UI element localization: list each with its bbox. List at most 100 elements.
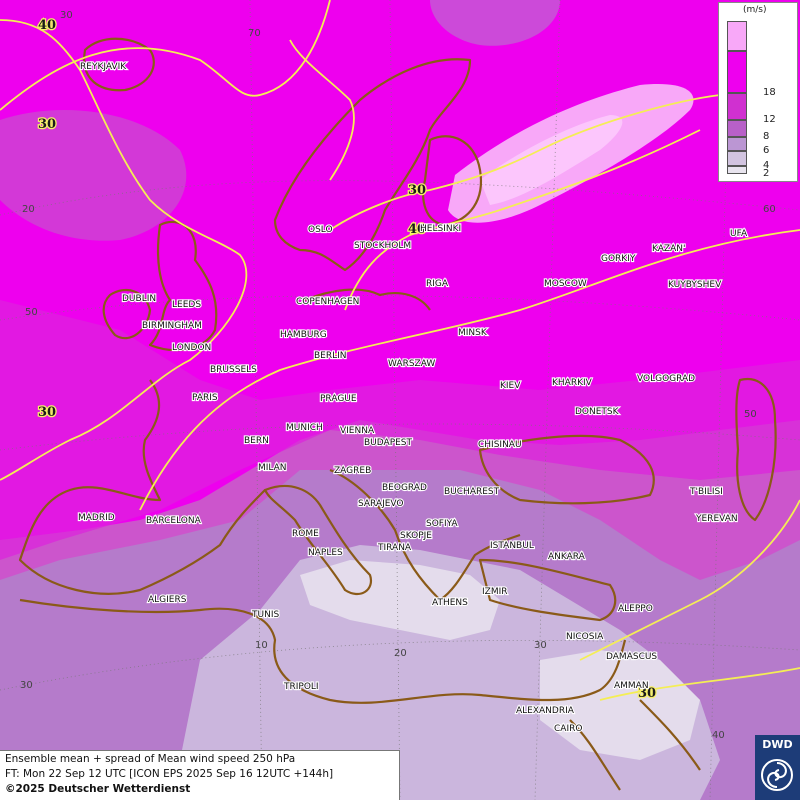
city-label: HAMBURG — [280, 330, 327, 340]
city-label: BARCELONA — [146, 516, 202, 526]
shading-lightest — [300, 560, 500, 640]
city-label: MADRID — [78, 513, 115, 523]
grid-label: 30 — [20, 680, 33, 691]
isotach-label: 40 — [38, 18, 56, 33]
city-label: BEOGRAD — [382, 483, 427, 493]
city-label: GORKIY — [601, 254, 636, 264]
city-label: BIRMINGHAM — [142, 321, 202, 331]
isotach-labels: 40 30 30 30 40 30 — [37, 17, 658, 703]
balkan-coast — [329, 468, 521, 602]
city-label: DUBLIN — [122, 294, 156, 304]
grid-label: 40 — [712, 730, 725, 741]
city-label: REYKJAVIK — [80, 62, 127, 72]
city-label: CHISINAU — [478, 440, 522, 450]
isotachs — [0, 0, 800, 701]
city-label: IZMIR — [482, 587, 508, 597]
legend-swatch — [727, 93, 747, 120]
legend-swatch — [727, 21, 747, 51]
city-label: MOSCOW — [544, 279, 587, 289]
city-label: RIGA — [426, 279, 449, 289]
legend-label: 6 — [763, 145, 770, 156]
info-box: Ensemble mean + spread of Mean wind spee… — [0, 750, 400, 800]
shading-mid-band — [0, 300, 800, 560]
city-label: YEREVAN — [695, 514, 738, 524]
logo-text: DWD — [762, 738, 793, 751]
city-label: KAZAN' — [652, 244, 685, 254]
city-label: VIENNA — [340, 426, 375, 436]
legend-label: 12 — [763, 114, 776, 125]
city-label: UFA — [730, 229, 748, 239]
city-label: OSLO — [308, 225, 333, 235]
legend-label: 18 — [763, 87, 776, 98]
grid-label: 20 — [394, 648, 407, 659]
britain-coast — [148, 220, 218, 352]
city-label: TUNIS — [251, 610, 279, 620]
legend-unit: (m/s) — [743, 5, 767, 15]
grid-label: 70 — [248, 28, 261, 39]
ireland-coast — [102, 288, 152, 340]
city-label: BERLIN — [314, 351, 347, 361]
product-title: Ensemble mean + spread of Mean wind spee… — [5, 753, 296, 765]
isotach-label: 30 — [38, 117, 56, 132]
city-labels: REYKJAVIK OSLO STOCKHOLM HELSINKI DUBLIN… — [77, 61, 749, 735]
city-label: ALEXANDRIA — [516, 706, 575, 716]
city-label: PARIS — [192, 393, 218, 403]
redsea-coast — [569, 719, 621, 791]
legend-swatch — [727, 151, 747, 166]
isotach-label: 40 — [408, 222, 426, 237]
legend-swatch — [727, 120, 747, 137]
legend-swatch — [727, 166, 747, 174]
city-label: BRUSSELS — [210, 365, 257, 375]
color-legend: (m/s) 18 12 8 6 4 2 — [718, 2, 798, 182]
coastlines — [18, 37, 777, 791]
africa-coast — [19, 598, 627, 704]
city-label: SKOPJE — [400, 531, 432, 541]
isotach-label: 30 — [638, 686, 656, 701]
grid-label: 50 — [744, 409, 757, 420]
city-label: ALEPPO — [618, 604, 653, 614]
city-label: ATHENS — [432, 598, 468, 608]
grid-label: 60 — [763, 204, 776, 215]
city-label: DAMASCUS — [606, 652, 657, 662]
city-label: ANKARA — [548, 552, 586, 562]
grid-label: 20 — [22, 204, 35, 215]
grid-label: 10 — [255, 640, 268, 651]
city-label: KUYBYSHEV — [668, 280, 722, 290]
city-label: COPENHAGEN — [296, 297, 359, 307]
city-label: MUNICH — [286, 423, 323, 433]
grid-label: 30 — [60, 10, 73, 21]
city-label: TIRANA — [377, 543, 412, 553]
city-label: LONDON — [172, 343, 211, 353]
city-label: KIEV — [500, 381, 521, 391]
city-label: BERN — [244, 436, 269, 446]
arabia-coast — [639, 699, 701, 771]
city-label: BUCHAREST — [444, 487, 500, 497]
blacksea-coast — [478, 434, 655, 505]
copyright: ©2025 Deutscher Wetterdienst — [5, 783, 191, 795]
legend-swatch — [727, 137, 747, 151]
city-label: TRIPOLI — [283, 682, 319, 692]
city-label: WARSZAW — [388, 359, 435, 369]
city-label: ISTANBUL — [490, 541, 534, 551]
city-label: VOLGOGRAD — [637, 374, 695, 384]
dwd-logo: DWD — [755, 735, 800, 800]
grid-label: 50 — [25, 307, 38, 318]
turkey-coast — [478, 558, 617, 622]
iceland-coast — [83, 37, 155, 92]
grid-label: 30 — [534, 640, 547, 651]
legend-label: 2 — [763, 168, 770, 179]
shading-max-inner — [480, 115, 623, 205]
shading-west-purple — [0, 110, 187, 241]
city-label: ZAGREB — [334, 466, 371, 476]
finland-coast — [422, 135, 483, 227]
shading-north-purple — [430, 0, 560, 46]
isotach-label: 30 — [408, 183, 426, 198]
city-label: CAIRO — [554, 724, 582, 734]
city-label: NAPLES — [308, 548, 343, 558]
city-label: KHARKIV — [552, 378, 593, 388]
baltic-coast — [304, 288, 431, 311]
legend-label: 8 — [763, 131, 770, 142]
city-label: MINSK — [458, 328, 488, 338]
